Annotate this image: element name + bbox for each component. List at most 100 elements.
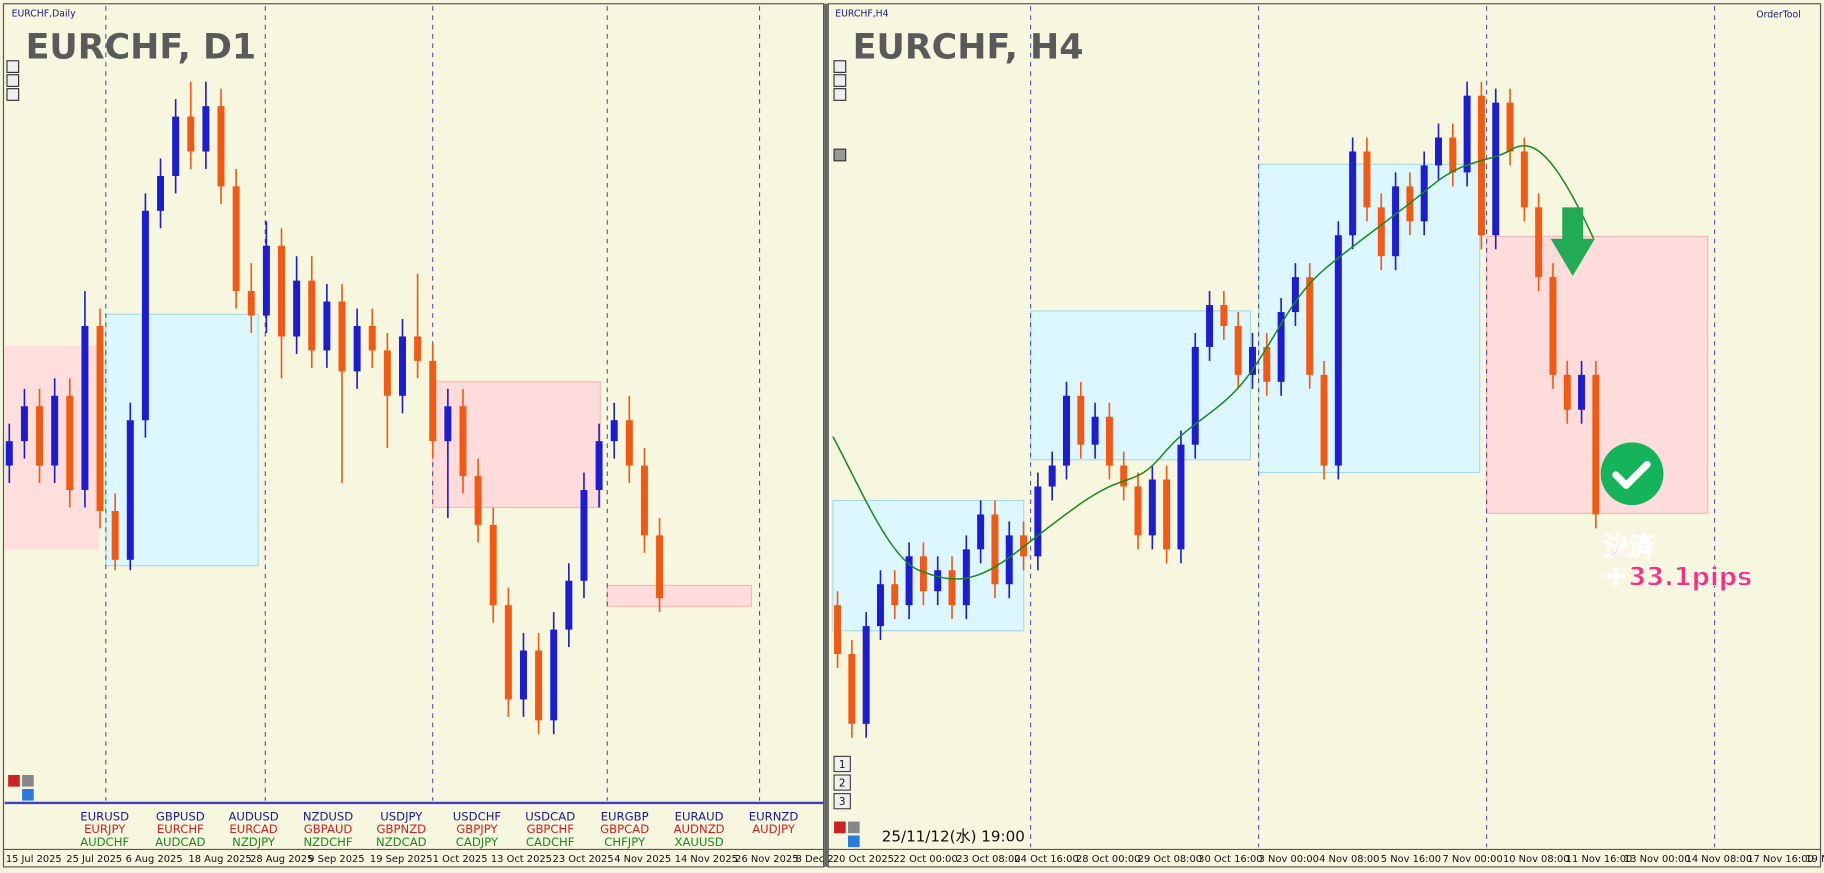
candle-body (293, 280, 301, 337)
pair-link[interactable]: NZDUSD (303, 809, 353, 823)
candle-body (141, 210, 149, 421)
candle-body (1535, 207, 1543, 278)
button[interactable] (848, 821, 860, 834)
candle-body (1578, 374, 1586, 410)
candle-body (1163, 479, 1171, 550)
pair-link[interactable]: XAUUSD (674, 835, 723, 849)
candle-body (368, 325, 376, 351)
candle-body (550, 629, 558, 721)
candle-body (1234, 325, 1242, 375)
candle-body (444, 406, 452, 442)
pair-link[interactable]: GBPJPY (456, 822, 498, 836)
pair-link[interactable]: USDJPY (380, 809, 423, 823)
pair-link[interactable]: EURAUD (675, 809, 724, 823)
pair-link[interactable]: GBPNZD (377, 822, 427, 836)
candle-body (126, 420, 134, 560)
candle-body (891, 584, 899, 606)
pair-link[interactable]: NZDJPY (232, 835, 276, 849)
button[interactable] (22, 775, 34, 787)
candle-body (1048, 465, 1056, 487)
candle-body (1077, 395, 1085, 445)
x-tick-label: 15 Jul 2025 (6, 854, 62, 865)
x-tick-label: 14 Nov 2025 (675, 854, 738, 865)
pair-link[interactable]: AUDCAD (155, 835, 205, 849)
pair-link[interactable]: AUDJPY (752, 822, 796, 836)
button[interactable] (833, 774, 851, 791)
chart-title: EURCHF, D1 (26, 27, 257, 67)
candle-body (848, 654, 856, 724)
button[interactable] (6, 60, 20, 73)
order-tool[interactable]: OrderTool (1756, 10, 1800, 21)
pair-link[interactable]: GBPUSD (156, 809, 205, 823)
pair-link[interactable]: CADCHF (526, 835, 575, 849)
pair-link[interactable]: NZDCAD (376, 835, 427, 849)
x-tick-label: 28 Oct 00:00 (1076, 854, 1140, 865)
candle-body (1349, 151, 1357, 236)
pair-link[interactable]: GBPCHF (526, 822, 574, 836)
x-tick-label: 23 Oct 08:00 (956, 854, 1020, 865)
button[interactable] (833, 755, 851, 773)
button-label[interactable]: 3 (839, 796, 846, 808)
candle-body (1435, 137, 1442, 166)
pair-link[interactable]: EURCHF (157, 822, 204, 836)
pair-link[interactable]: EURJPY (84, 822, 126, 836)
x-tick-label: 9 Sep 2025 (308, 854, 364, 865)
candle-body (157, 175, 165, 211)
x-tick-label: 29 Oct 08:00 (1138, 854, 1202, 865)
candle-body (278, 245, 285, 337)
button[interactable] (833, 88, 847, 101)
pair-link[interactable]: GBPCAD (600, 822, 649, 836)
candle-body (1120, 465, 1128, 487)
button[interactable] (834, 821, 846, 834)
pair-link[interactable]: CHFJPY (604, 835, 646, 849)
candle-body (1291, 277, 1299, 313)
pair-link[interactable]: AUDUSD (228, 809, 278, 823)
pair-link[interactable]: USDCAD (525, 809, 575, 823)
candle-body (1477, 95, 1485, 236)
x-tick-label: 20 Oct 2025 (833, 854, 894, 865)
candle-body (1248, 346, 1256, 375)
candle-body (217, 106, 225, 187)
pair-link[interactable]: EURCAD (229, 822, 277, 836)
pair-link[interactable]: EURUSD (80, 809, 129, 823)
x-tick-label: 4 Nov 2025 (614, 854, 671, 865)
zone (432, 381, 601, 509)
button[interactable] (6, 74, 20, 87)
pair-link[interactable]: AUDNZD (674, 822, 725, 836)
x-tick-label: 26 Nov 2025 (735, 854, 798, 865)
candle-body (1105, 416, 1113, 466)
button-label[interactable]: 2 (839, 778, 846, 790)
candle-body (36, 406, 44, 466)
button[interactable] (6, 88, 20, 101)
button[interactable] (833, 148, 847, 162)
button[interactable] (833, 74, 847, 87)
button[interactable] (833, 60, 847, 73)
x-tick-label: 4 Nov 08:00 (1319, 854, 1379, 865)
button-label[interactable]: 1 (839, 759, 846, 771)
button[interactable] (848, 835, 860, 848)
pair-link[interactable]: USDCHF (453, 809, 502, 823)
candle-body (934, 570, 942, 592)
candle-body (1034, 486, 1042, 557)
candle-body (1392, 186, 1400, 257)
pair-link[interactable]: CADJPY (456, 835, 499, 849)
x-tick-label: 8 Dec 2 (796, 854, 834, 865)
sell-arrow (1550, 207, 1595, 276)
button[interactable] (22, 788, 34, 801)
button[interactable] (8, 775, 20, 787)
pair-link[interactable]: EURNZD (749, 809, 799, 823)
pair-link[interactable]: AUDCHF (80, 835, 129, 849)
candle-body (232, 186, 240, 292)
candle-body (1062, 395, 1070, 466)
pair-link[interactable]: NZDCHF (303, 835, 352, 849)
candle-body (1148, 479, 1156, 536)
candle-body (948, 570, 956, 606)
candle-body (610, 420, 618, 442)
pair-link[interactable]: GBPAUD (304, 822, 353, 836)
button[interactable] (833, 793, 851, 810)
pair-link[interactable]: EURGBP (601, 809, 649, 823)
moving-average (832, 144, 1595, 580)
candle-body (202, 106, 210, 152)
candle-body (429, 360, 437, 442)
